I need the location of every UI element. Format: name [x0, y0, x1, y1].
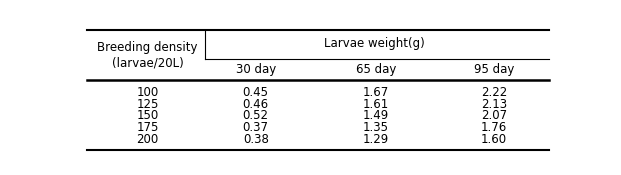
Text: Larvae weight(g): Larvae weight(g) [324, 37, 425, 50]
Text: 0.52: 0.52 [243, 109, 269, 122]
Text: 175: 175 [136, 121, 158, 134]
Text: 200: 200 [136, 133, 158, 146]
Text: 0.45: 0.45 [243, 86, 269, 99]
Text: 2.22: 2.22 [481, 86, 507, 99]
Text: 100: 100 [136, 86, 158, 99]
Text: 1.35: 1.35 [363, 121, 389, 134]
Text: 1.60: 1.60 [481, 133, 507, 146]
Text: 1.61: 1.61 [363, 98, 389, 111]
Text: 0.46: 0.46 [243, 98, 269, 111]
Text: 125: 125 [136, 98, 158, 111]
Text: 1.29: 1.29 [363, 133, 389, 146]
Text: 1.49: 1.49 [363, 109, 389, 122]
Text: 0.38: 0.38 [243, 133, 269, 146]
Text: 95 day: 95 day [474, 63, 514, 76]
Text: Breeding density
(larvae/20L): Breeding density (larvae/20L) [97, 41, 197, 69]
Text: 65 day: 65 day [356, 63, 396, 76]
Text: 150: 150 [136, 109, 158, 122]
Text: 1.67: 1.67 [363, 86, 389, 99]
Text: 0.37: 0.37 [243, 121, 269, 134]
Text: 1.76: 1.76 [481, 121, 507, 134]
Text: 2.07: 2.07 [481, 109, 507, 122]
Text: 2.13: 2.13 [481, 98, 507, 111]
Text: 30 day: 30 day [235, 63, 276, 76]
